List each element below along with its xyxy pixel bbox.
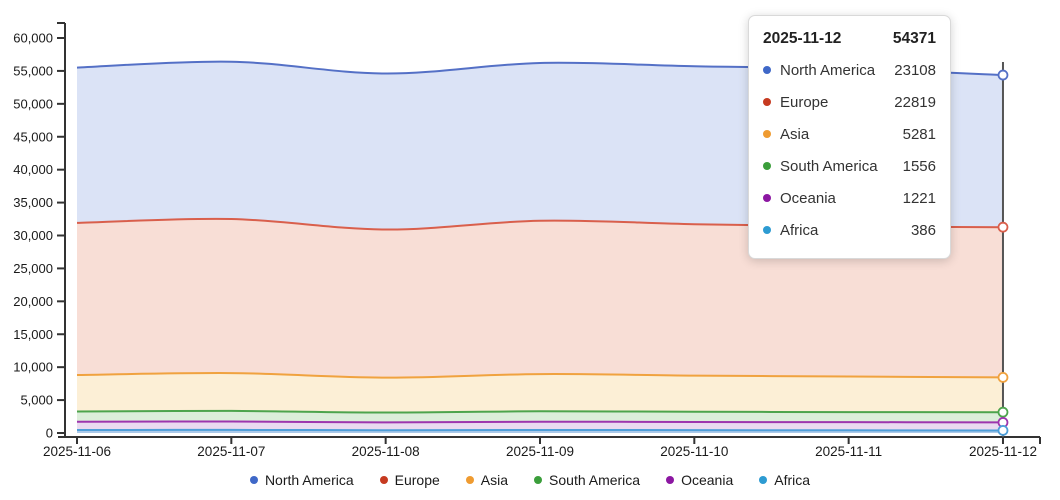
x-axis-label: 2025-11-06	[43, 444, 111, 459]
legend-label: Europe	[394, 472, 440, 488]
legend-swatch-icon	[249, 476, 258, 484]
y-axis-label: 20,000	[13, 294, 53, 309]
chart-tooltip: 2025-11-12 54371 North America 23108 Europ…	[748, 15, 951, 259]
legend-item-asia[interactable]: Asia	[465, 472, 509, 488]
x-axis-label: 2025-11-10	[660, 444, 728, 459]
x-axis-label: 2025-11-11	[815, 444, 882, 459]
y-axis-label: 5,000	[20, 393, 53, 408]
legend-swatch-icon	[666, 476, 675, 484]
x-axis-label: 2025-11-12	[969, 444, 1037, 459]
tooltip-date: 2025-11-12	[763, 30, 842, 47]
y-axis-label: 55,000	[13, 63, 53, 78]
y-axis-label: 45,000	[13, 129, 53, 144]
tooltip-row: South America 1556	[763, 150, 936, 182]
tooltip-series-value: 1556	[902, 157, 936, 175]
y-axis-label: 40,000	[13, 162, 53, 177]
series-dot-icon	[763, 130, 771, 138]
tooltip-header: 2025-11-12 54371	[763, 26, 936, 54]
y-axis-label: 30,000	[13, 228, 53, 243]
axes	[57, 22, 1041, 444]
tooltip-series-value: 23108	[894, 61, 936, 79]
tooltip-series-label: Asia	[780, 125, 810, 143]
legend-label: Africa	[774, 472, 811, 488]
tooltip-series-label: Oceania	[780, 189, 836, 207]
hover-marker-africa	[997, 425, 1009, 436]
tooltip-series-value: 386	[910, 221, 936, 239]
legend-item-south-america[interactable]: South America	[534, 472, 640, 488]
legend-label: Asia	[480, 472, 509, 488]
tooltip-series-value: 22819	[894, 93, 936, 111]
y-axis-label: 0	[46, 426, 53, 441]
x-axis-label: 2025-11-07	[197, 444, 265, 459]
legend-label: South America	[549, 472, 641, 488]
line-africa	[76, 428, 1004, 432]
series-dot-icon	[763, 226, 771, 234]
tooltip-row: Africa 386	[763, 214, 936, 246]
tooltip-series-label: Africa	[780, 221, 819, 239]
chart-legend: North America Europe Asia South America Ocea…	[0, 472, 1060, 488]
line-asia	[76, 372, 1004, 379]
tooltip-series-label: Europe	[780, 93, 829, 111]
line-oceania	[76, 420, 1004, 424]
legend-item-oceania[interactable]: Oceania	[666, 472, 733, 488]
hover-marker-south-america	[997, 406, 1009, 418]
y-axis-label: 25,000	[13, 261, 53, 276]
legend-label: North America	[264, 472, 354, 488]
hover-marker-north-america	[997, 69, 1009, 81]
legend-label: Oceania	[681, 472, 734, 488]
legend-swatch-icon	[759, 476, 768, 484]
x-axis-label: 2025-11-09	[506, 444, 574, 459]
hover-marker-asia	[997, 372, 1009, 383]
legend-swatch-icon	[465, 476, 474, 484]
tooltip-series-value: 5281	[902, 125, 936, 143]
legend-item-europe[interactable]: Europe	[379, 472, 440, 488]
series-dot-icon	[763, 194, 771, 202]
y-axis-label: 50,000	[13, 96, 53, 111]
tooltip-series-label: South America	[780, 157, 878, 175]
line-south-america	[76, 409, 1004, 414]
y-axis-label: 35,000	[13, 195, 53, 210]
y-axis-label: 15,000	[13, 327, 53, 342]
hover-marker-europe	[997, 221, 1009, 233]
y-axis-label: 60,000	[13, 31, 53, 46]
series-dot-icon	[763, 98, 771, 106]
legend-swatch-icon	[534, 476, 543, 484]
x-axis-label: 2025-11-08	[352, 444, 420, 459]
tooltip-total: 54371	[892, 30, 936, 47]
legend-item-north-america[interactable]: North America	[249, 472, 354, 488]
y-axis-label: 10,000	[13, 360, 53, 375]
tooltip-row: Oceania 1221	[763, 182, 936, 214]
tooltip-series-value: 1221	[902, 189, 936, 207]
tooltip-row: Europe 22819	[763, 86, 936, 118]
tooltip-series-label: North America	[780, 61, 876, 79]
series-dot-icon	[763, 66, 771, 74]
tooltip-row: North America 23108	[763, 54, 936, 86]
legend-item-africa[interactable]: Africa	[759, 472, 810, 488]
series-dot-icon	[763, 162, 771, 170]
tooltip-row: Asia 5281	[763, 118, 936, 150]
legend-swatch-icon	[379, 476, 388, 484]
